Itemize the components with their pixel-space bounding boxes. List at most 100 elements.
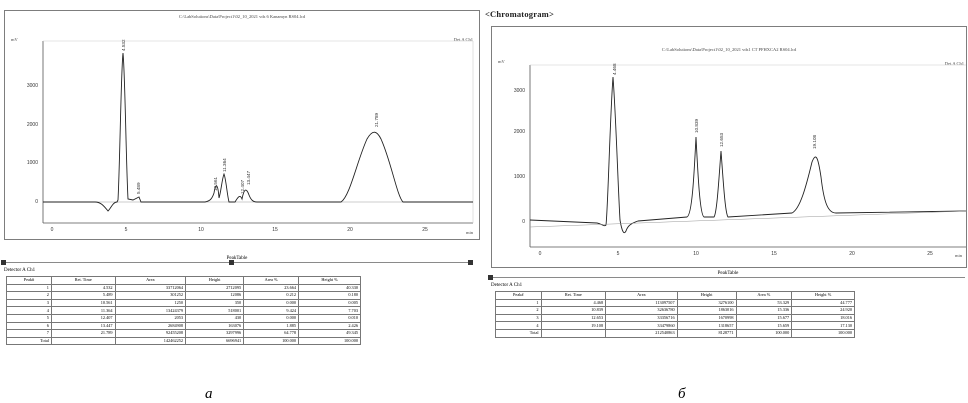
cell: 100.000 — [735, 328, 793, 338]
resize-handle[interactable] — [488, 275, 493, 280]
cell: 100.000 — [791, 328, 855, 338]
chromatogram-b-trace — [529, 76, 966, 234]
cell: 3276100 — [676, 298, 737, 308]
column-header: Ret. Time — [50, 276, 116, 285]
cell: 1 — [495, 298, 542, 308]
cell: 18.016 — [791, 313, 855, 323]
b-x-tick: 5 — [617, 251, 620, 257]
cell: 33712064 — [114, 283, 187, 293]
cell: 92455208 — [114, 329, 187, 338]
cell: 40.330 — [298, 283, 361, 293]
b-x-tick: 0 — [539, 251, 542, 257]
column-header: Height — [185, 276, 245, 285]
cell: 6696941 — [185, 336, 245, 346]
cell: 142462252 — [114, 336, 187, 346]
cell: 1863016 — [676, 306, 737, 315]
cell: 2684908 — [114, 321, 187, 331]
resize-handle[interactable] — [229, 260, 234, 265]
cell: 4.532 — [50, 283, 116, 293]
column-header: Peak# — [495, 291, 542, 300]
chromatogram-a-y-unit: mV — [11, 37, 18, 42]
chromatogram-a-detector: Det.A Ch1 — [453, 37, 473, 42]
peak-table-b: PeakTable Detector A Ch1 Peak# Ret. Time… — [488, 271, 965, 374]
table-total-row: Total 142462252 6696941 100.000 100.000 — [6, 336, 361, 346]
cell: 17.130 — [791, 321, 855, 330]
panel-a: C:\LabSolutions\Data\Project1\02_10_2021… — [0, 0, 485, 402]
cell: 0.000 — [243, 298, 300, 308]
cell: 33356716 — [605, 313, 678, 323]
cell: 7.703 — [298, 306, 361, 315]
b-x-tick: 20 — [849, 251, 855, 257]
table-row: 3 10.561 1250 350 0.000 0.005 — [6, 298, 361, 308]
cell: 10.561 — [50, 298, 116, 308]
cell: 7 — [6, 329, 52, 338]
b-x-tick: 25 — [927, 251, 933, 257]
cell — [50, 336, 116, 346]
cell: 518001 — [185, 306, 245, 315]
cell: 4 — [6, 306, 52, 315]
a-y-tick: 1000 — [27, 160, 38, 166]
cell: 1670998 — [676, 313, 737, 323]
b-y-tick: 0 — [522, 219, 525, 225]
cell: 4 — [495, 321, 542, 330]
cell: 13424379 — [114, 306, 187, 315]
column-header: Area % — [735, 291, 793, 300]
a-y-tick: 2000 — [27, 122, 38, 128]
column-header: Ret. Time — [540, 291, 607, 300]
table-row: 2 5.489 301252 12086 0.212 0.180 — [6, 291, 361, 300]
cell: 32636780 — [605, 306, 678, 315]
column-header: Height % — [298, 276, 361, 285]
table-row: 5 12.407 2053 430 0.000 0.010 — [6, 313, 361, 323]
table-row: 1 4.468 113097507 3276100 53.329 44.777 — [495, 298, 855, 308]
cell: 44.777 — [791, 298, 855, 308]
cell: 11.364 — [50, 306, 116, 315]
a-y-tick: 0 — [35, 199, 38, 205]
cell: Total — [6, 336, 52, 346]
table-row: 1 4.532 33712064 2712095 23.664 40.330 — [6, 283, 361, 293]
cell: 13.447 — [50, 321, 116, 331]
column-header: Height % — [791, 291, 855, 300]
cell: 4.468 — [540, 298, 607, 308]
resize-handle[interactable] — [1, 260, 6, 265]
cell: 100.000 — [243, 336, 300, 346]
cell: 12.407 — [50, 313, 116, 323]
a-peak-label: 12.407 — [240, 180, 245, 194]
cell: 53.329 — [735, 298, 793, 308]
column-header: Height — [676, 291, 737, 300]
cell: 0.212 — [243, 291, 300, 300]
peak-table-a-grid: Peak# Ret. Time Area Height Area % Heigh… — [6, 276, 361, 346]
cell: 15.336 — [735, 306, 793, 315]
cell: 5 — [6, 313, 52, 323]
peak-table-b-grid: Peak# Ret. Time Area Height Area % Heigh… — [495, 291, 855, 338]
cell: 1318657 — [676, 321, 737, 330]
b-peak-label: 10.839 — [694, 119, 699, 133]
cell: 49.345 — [298, 329, 361, 338]
panel-b: <Chromatogram> C:\LabSolutions\Data\Proj… — [485, 0, 968, 402]
b-y-tick: 1000 — [514, 174, 525, 180]
a-peak-label: 5.489 — [136, 182, 141, 194]
resize-handle[interactable] — [468, 260, 473, 265]
b-x-tick: 15 — [771, 251, 777, 257]
cell: 3 — [495, 313, 542, 323]
chromatogram-a-x-unit: min — [465, 230, 473, 235]
chromatogram-b-detector: Det.A Ch1 — [944, 61, 964, 66]
column-header: Area — [114, 276, 187, 285]
cell: 8128771 — [676, 328, 737, 338]
cell: 33479860 — [605, 321, 678, 330]
cell: 212540863 — [605, 328, 678, 338]
column-header: Peak# — [6, 276, 52, 285]
table-row: 4 19.108 33479860 1318657 15.659 17.130 — [495, 321, 855, 330]
b-peak-label: 19.108 — [812, 135, 817, 149]
cell: 2 — [495, 306, 542, 315]
panel-a-label: а — [205, 386, 213, 402]
cell: 2.426 — [298, 321, 361, 331]
cell: 9.424 — [243, 306, 300, 315]
a-peak-label: 21.789 — [374, 113, 379, 127]
cell: 0.005 — [298, 298, 361, 308]
peak-table-a: PeakTable Detector A Ch1 Peak# Ret. Time… — [1, 256, 473, 379]
table-total-row: Total 212540863 8128771 100.000 100.000 — [495, 328, 855, 338]
cell: 301252 — [114, 291, 187, 300]
chromatogram-a: C:\LabSolutions\Data\Project1\02_10_2021… — [4, 10, 480, 240]
a-peak-label: 11.364 — [222, 158, 227, 172]
cell: 1.885 — [243, 321, 300, 331]
